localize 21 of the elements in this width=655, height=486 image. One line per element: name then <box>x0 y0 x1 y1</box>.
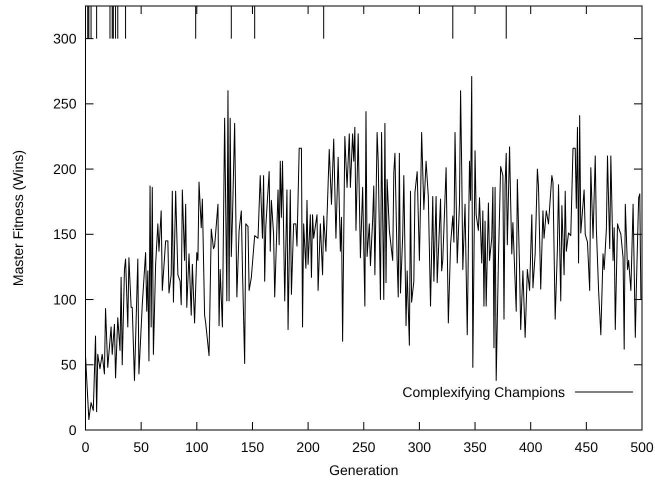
x-tick-label: 500 <box>630 438 654 455</box>
y-tick-label: 200 <box>53 160 77 177</box>
y-tick-label: 50 <box>60 356 77 373</box>
x-tick-label: 400 <box>519 438 543 455</box>
x-tick-label: 350 <box>463 438 487 455</box>
x-tick-label: 250 <box>352 438 376 455</box>
x-tick-label: 300 <box>408 438 432 455</box>
x-tick-label: 150 <box>240 438 264 455</box>
x-tick-label: 450 <box>574 438 598 455</box>
legend-label: Complexifying Champions <box>402 384 565 400</box>
x-axis-title: Generation <box>329 462 398 478</box>
y-tick-label: 0 <box>68 422 77 438</box>
y-tick-label: 250 <box>53 96 77 112</box>
y-tick-label: 300 <box>53 30 77 47</box>
x-tick-label: 200 <box>296 438 320 455</box>
y-tick-label: 100 <box>53 291 77 308</box>
y-axis-title: Master Fitness (Wins) <box>10 150 26 286</box>
x-tick-label: 50 <box>133 438 150 455</box>
x-tick-label: 0 <box>82 438 90 455</box>
x-tick-label: 100 <box>185 438 209 455</box>
y-tick-label: 150 <box>53 226 77 242</box>
